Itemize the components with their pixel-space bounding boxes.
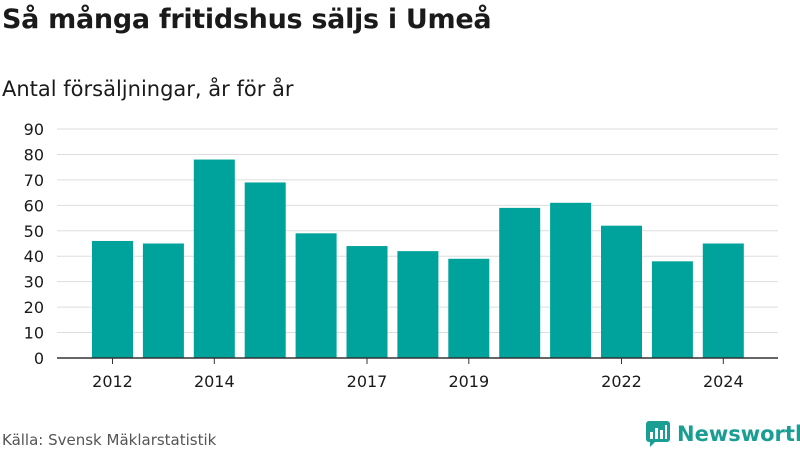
x-tick-label: 2019 (448, 372, 489, 391)
y-tick-label: 70 (24, 171, 44, 190)
x-tick-label: 2022 (601, 372, 642, 391)
y-tick-label: 10 (24, 324, 44, 343)
source-note: Källa: Svensk Mäklarstatistik (2, 431, 217, 449)
bars (92, 159, 744, 358)
y-tick-label: 60 (24, 196, 44, 215)
newsworthy-logo-icon (646, 421, 670, 447)
bar-2019 (448, 258, 490, 358)
y-tick-label: 40 (24, 247, 44, 266)
bar-2014 (193, 159, 235, 358)
bar-2017 (346, 246, 388, 358)
y-axis-ticks: 0 10 20 30 40 50 60 70 80 90 (24, 120, 44, 368)
y-tick-label: 0 (34, 349, 44, 368)
brand-logo[interactable]: Newsworthy (645, 420, 800, 448)
bar-2024 (702, 243, 744, 358)
y-tick-label: 20 (24, 298, 44, 317)
bar-2016 (295, 233, 337, 358)
y-tick-label: 50 (24, 222, 44, 241)
chart-title: Så många fritidshus säljs i Umeå (2, 4, 492, 35)
y-tick-label: 30 (24, 273, 44, 292)
x-tick-label: 2014 (194, 372, 235, 391)
bar-2018 (397, 251, 439, 358)
x-axis-ticks: 2012 2014 2017 2019 2022 2024 (92, 358, 744, 391)
bar-2023 (651, 261, 693, 358)
y-tick-label: 90 (24, 120, 44, 139)
brand-name: Newsworthy (677, 422, 800, 446)
x-tick-label: 2012 (92, 372, 133, 391)
bar-2013 (142, 243, 184, 358)
y-tick-label: 80 (24, 145, 44, 164)
bar-2020 (499, 207, 541, 358)
bar-2012 (92, 240, 133, 358)
x-tick-label: 2024 (703, 372, 744, 391)
bar-2022 (601, 225, 642, 358)
chart-subtitle: Antal försäljningar, år för år (2, 77, 294, 101)
bar-2021 (550, 202, 592, 358)
x-tick-label: 2017 (347, 372, 388, 391)
bar-2015 (244, 182, 286, 358)
